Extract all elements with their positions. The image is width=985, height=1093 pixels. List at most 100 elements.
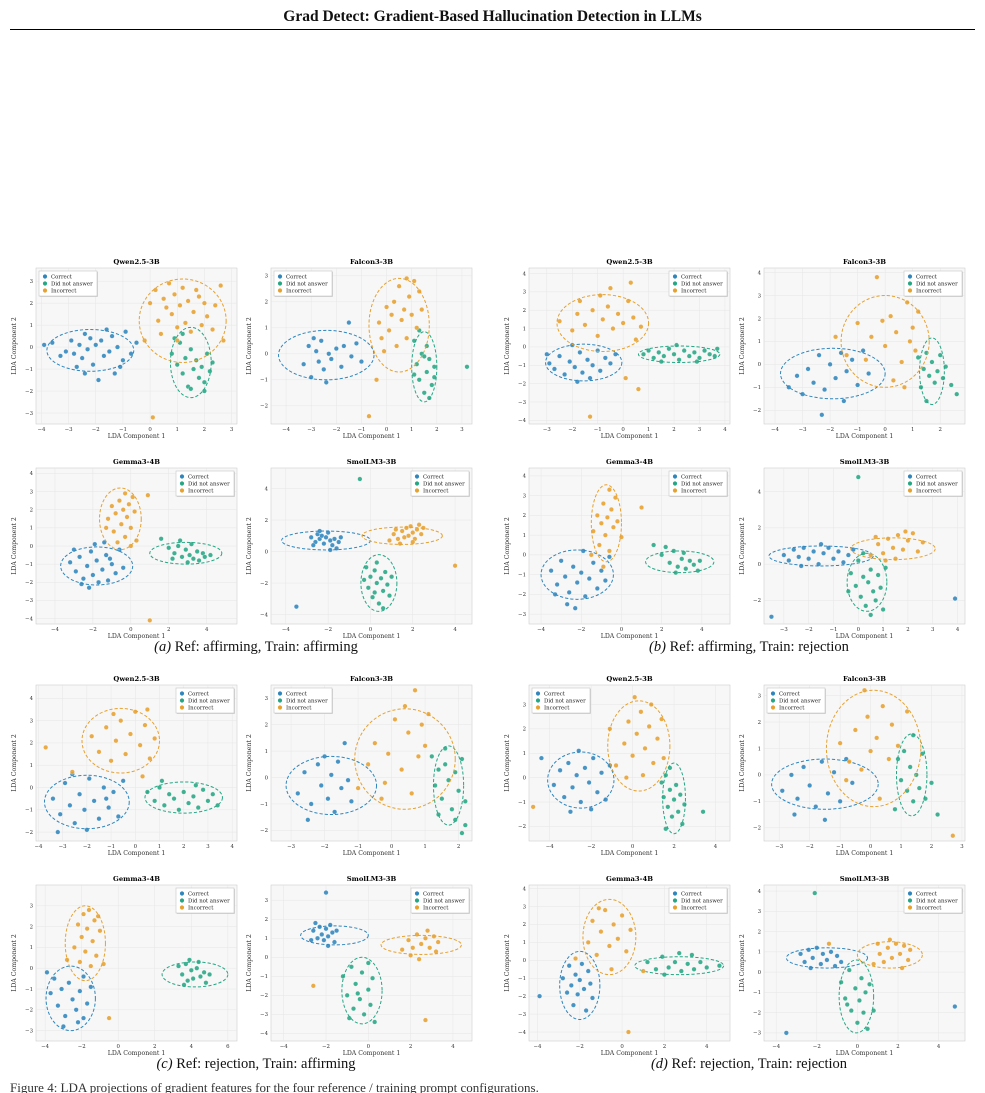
data-point — [82, 331, 88, 337]
data-point — [305, 817, 311, 823]
y-tick-label: 0 — [758, 773, 762, 779]
data-point — [826, 941, 832, 947]
chart-svg: −3 −2 −1 0 1 2 3 4 −4 −3 −2 −1 0 1 2 3 4 Qwen2.5-3B LDA Co… — [504, 258, 731, 440]
data-point — [863, 357, 869, 363]
data-point — [63, 349, 69, 354]
data-point — [634, 731, 640, 737]
data-point — [865, 579, 871, 585]
cluster-ellipse — [60, 546, 134, 586]
data-point — [323, 890, 329, 896]
cluster-ellipse — [856, 941, 923, 969]
legend-label: Incorrect — [188, 488, 214, 494]
data-point — [353, 981, 359, 987]
data-point — [926, 373, 932, 379]
data-point — [819, 412, 825, 418]
data-point — [655, 736, 660, 742]
data-point — [871, 961, 877, 967]
legend-label: Incorrect — [188, 905, 214, 911]
data-point — [638, 709, 644, 715]
data-point — [656, 349, 662, 355]
data-point — [311, 335, 317, 341]
legend-label: Incorrect — [51, 288, 77, 294]
chart-svg: −4 −2 0 2 4 −4 −3 −2 −1 0 1 2 3 SmolLM3-3B LDA Compone… — [246, 875, 473, 1057]
x-tick-label: 3 — [230, 427, 234, 433]
data-point — [93, 953, 99, 959]
data-point — [116, 498, 122, 504]
legend-label: Incorrect — [286, 705, 312, 711]
y-tick-label: 3 — [30, 489, 34, 495]
data-point — [118, 718, 124, 724]
y-axis-label: LDA Component 2 — [739, 517, 746, 575]
data-point — [295, 790, 301, 796]
legend-marker — [179, 698, 185, 703]
data-point — [101, 785, 107, 790]
data-point — [196, 294, 202, 300]
data-point — [202, 554, 208, 560]
legend-marker — [907, 488, 913, 493]
x-tick-label: −1 — [594, 427, 602, 433]
y-tick-label: 4 — [30, 696, 34, 702]
x-tick-label: −3 — [543, 427, 552, 433]
data-point — [646, 723, 652, 729]
legend-label: Correct — [423, 474, 445, 480]
data-point — [895, 743, 901, 749]
data-point — [329, 542, 335, 548]
data-point — [181, 789, 187, 795]
data-point — [157, 785, 162, 790]
data-point — [600, 316, 606, 322]
data-point — [436, 812, 441, 818]
legend-marker — [179, 474, 185, 479]
data-point — [142, 722, 148, 728]
data-point — [619, 913, 625, 918]
data-point — [672, 959, 678, 965]
data-point — [566, 963, 572, 969]
data-point — [399, 528, 405, 534]
data-point — [419, 307, 425, 313]
data-point — [293, 604, 299, 610]
data-point — [844, 1002, 850, 1007]
x-tick-label: 2 — [457, 844, 460, 850]
y-tick-label: −3 — [25, 1028, 34, 1034]
x-tick-label: −2 — [813, 1044, 821, 1050]
data-point — [319, 533, 325, 539]
data-point — [548, 568, 554, 574]
data-point — [392, 716, 398, 722]
legend-marker — [672, 905, 678, 910]
data-point — [538, 755, 544, 761]
legend-marker — [179, 481, 185, 486]
data-point — [41, 342, 47, 348]
data-point — [367, 1002, 373, 1008]
data-point — [877, 796, 883, 802]
legend-label: Did not answer — [286, 281, 328, 287]
legend-label: Correct — [681, 474, 703, 480]
legend-marker — [179, 891, 185, 896]
data-point — [594, 586, 600, 591]
data-point — [196, 558, 202, 563]
data-point — [103, 796, 109, 802]
subfigure-caption: (c) Ref: rejection, Train: affirming — [56, 1056, 456, 1073]
data-point — [561, 794, 567, 800]
data-point — [328, 772, 334, 778]
y-tick-label: 1 — [265, 936, 268, 942]
data-point — [570, 564, 576, 570]
data-point — [185, 559, 191, 565]
legend-label: Did not answer — [423, 481, 465, 487]
data-point — [85, 346, 91, 352]
data-point — [348, 798, 354, 804]
y-tick-label: 2 — [523, 308, 526, 314]
data-point — [166, 545, 172, 551]
chart-svg: −3 −2 −1 0 1 2 3 −2 −1 0 1 2 3 Falcon3-3B LDA Componen… — [739, 675, 966, 857]
data-point — [666, 965, 672, 970]
x-tick-label: 2 — [672, 427, 675, 433]
cluster-ellipse — [368, 277, 430, 373]
data-point — [111, 711, 116, 717]
y-tick-label: 0 — [30, 544, 34, 550]
data-point — [587, 981, 593, 987]
data-point — [599, 770, 604, 776]
data-point — [403, 525, 409, 531]
y-tick-label: 1 — [758, 746, 761, 752]
data-point — [621, 741, 627, 746]
data-point — [596, 905, 602, 911]
data-point — [107, 556, 113, 562]
legend-marker — [907, 288, 913, 293]
